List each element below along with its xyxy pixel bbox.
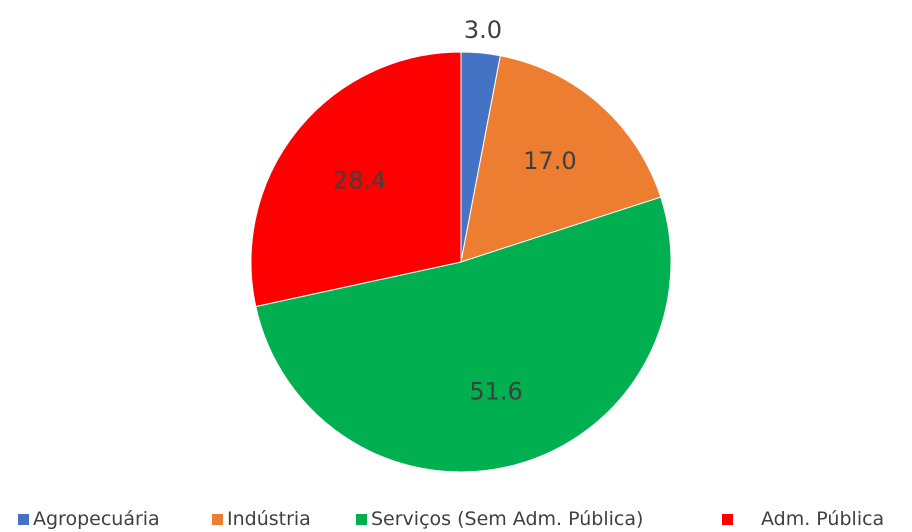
data-label-industria: 17.0 [523,147,576,175]
legend-label-servicos: Serviços (Sem Adm. Pública) [371,508,644,530]
pie-data-labels: 3.0 17.0 51.6 28.4 [333,16,577,406]
data-label-adm-publica: 28.4 [333,166,386,194]
legend-swatch-agropecuaria [18,513,29,525]
pie-slice-industria [460,55,662,263]
legend-label-industria: Indústria [227,508,311,530]
legend-label-adm-publica: Adm. Pública [761,508,885,530]
legend-swatch-adm-publica [722,513,733,525]
data-label-servicos: 51.6 [469,378,522,406]
pie-slices [250,51,672,473]
legend-item-industria: Indústria [212,508,311,530]
legend: Agropecuária Indústria Serviços (Sem Adm… [0,506,912,532]
pie-slice-adm-publica [250,51,462,308]
legend-swatch-servicos [356,513,367,525]
legend-item-agropecuaria: Agropecuária [18,508,160,530]
legend-label-agropecuaria: Agropecuária [33,508,160,530]
legend-item-servicos: Serviços (Sem Adm. Pública) [356,508,643,530]
pie-slice-servicos [255,196,672,473]
legend-item-adm-publica: Adm. Pública [722,508,884,530]
legend-swatch-industria [212,513,223,525]
data-label-agropecuaria: 3.0 [464,16,502,44]
